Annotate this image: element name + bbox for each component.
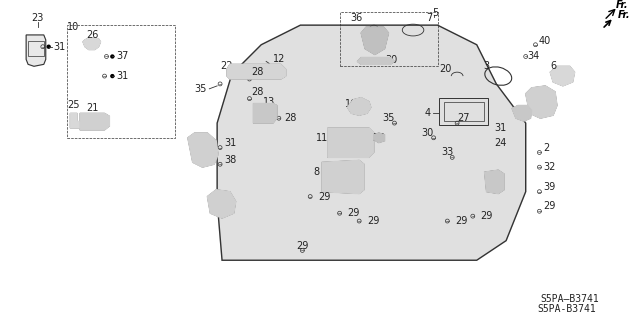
- Text: 30: 30: [422, 128, 434, 138]
- Text: 17: 17: [561, 74, 573, 84]
- Text: 2: 2: [543, 143, 550, 152]
- Text: 28: 28: [251, 87, 264, 97]
- Text: 12: 12: [273, 55, 285, 64]
- Text: 24: 24: [494, 138, 506, 148]
- Text: 37: 37: [116, 51, 129, 62]
- Text: 11: 11: [316, 133, 328, 143]
- Text: 31: 31: [54, 42, 66, 52]
- Text: 16: 16: [345, 99, 358, 108]
- Text: 10: 10: [67, 22, 79, 32]
- Text: 31: 31: [494, 123, 506, 133]
- Text: 31: 31: [116, 71, 129, 81]
- Polygon shape: [217, 25, 525, 260]
- Text: 15: 15: [218, 201, 230, 211]
- Circle shape: [111, 55, 114, 58]
- Text: 32: 32: [543, 162, 556, 172]
- Text: 38: 38: [224, 155, 236, 165]
- Polygon shape: [207, 190, 236, 218]
- Polygon shape: [484, 170, 504, 194]
- Text: 7: 7: [427, 13, 433, 23]
- Text: S5PA-B3741: S5PA-B3741: [538, 304, 596, 314]
- Text: 31: 31: [224, 138, 236, 148]
- Text: 33: 33: [441, 147, 454, 158]
- Polygon shape: [348, 98, 371, 115]
- Text: 30: 30: [385, 56, 397, 65]
- Text: 29: 29: [543, 201, 556, 211]
- Text: 26: 26: [86, 30, 99, 40]
- Text: 14: 14: [545, 99, 557, 108]
- Text: 6: 6: [550, 61, 556, 71]
- Bar: [28, 41, 44, 56]
- Text: 35: 35: [382, 113, 395, 123]
- Polygon shape: [328, 128, 374, 157]
- Text: 3: 3: [483, 61, 490, 71]
- Text: 29: 29: [296, 241, 308, 250]
- Text: 29: 29: [481, 211, 493, 221]
- Polygon shape: [26, 35, 45, 66]
- Circle shape: [111, 75, 114, 78]
- Bar: [440, 98, 488, 125]
- Bar: [333, 135, 368, 154]
- Text: 28: 28: [284, 113, 296, 123]
- Text: 18: 18: [520, 108, 532, 118]
- Polygon shape: [83, 38, 100, 50]
- Text: 19: 19: [485, 177, 497, 187]
- Text: 27: 27: [457, 113, 469, 123]
- Polygon shape: [188, 133, 218, 167]
- Text: 28: 28: [251, 67, 264, 77]
- Polygon shape: [512, 106, 532, 121]
- Polygon shape: [357, 57, 394, 64]
- Text: 29: 29: [348, 208, 360, 218]
- Polygon shape: [70, 113, 85, 128]
- Text: 37: 37: [372, 133, 385, 143]
- Text: 39: 39: [543, 182, 556, 192]
- Polygon shape: [236, 66, 279, 76]
- Text: 35: 35: [195, 84, 207, 94]
- Text: 20: 20: [439, 64, 452, 74]
- Text: 40: 40: [538, 36, 550, 46]
- Text: 4: 4: [425, 108, 431, 118]
- Text: 13: 13: [263, 97, 275, 107]
- Polygon shape: [227, 64, 285, 79]
- Polygon shape: [525, 86, 557, 118]
- Bar: [340, 12, 438, 66]
- Polygon shape: [550, 66, 575, 86]
- Text: 5: 5: [433, 8, 438, 19]
- Text: S5PA–B3741: S5PA–B3741: [540, 294, 599, 304]
- Text: Fr.: Fr.: [618, 10, 630, 20]
- Text: 29: 29: [455, 216, 468, 226]
- Text: 25: 25: [67, 100, 79, 110]
- Polygon shape: [80, 113, 109, 130]
- Text: 34: 34: [527, 51, 540, 62]
- Circle shape: [47, 45, 50, 48]
- Polygon shape: [253, 103, 277, 123]
- Polygon shape: [322, 160, 364, 194]
- Text: 29: 29: [318, 192, 330, 202]
- Text: 8: 8: [313, 167, 319, 177]
- Bar: [444, 101, 484, 121]
- Bar: [67, 25, 175, 138]
- Text: 9: 9: [200, 138, 205, 148]
- Text: 22: 22: [221, 61, 233, 71]
- Polygon shape: [361, 27, 388, 55]
- Text: 36: 36: [350, 13, 362, 23]
- Text: Fr.: Fr.: [616, 0, 628, 10]
- Text: 21: 21: [86, 103, 99, 114]
- Text: 23: 23: [32, 13, 44, 23]
- Bar: [85, 117, 102, 127]
- Text: 29: 29: [367, 216, 380, 226]
- Polygon shape: [374, 133, 385, 143]
